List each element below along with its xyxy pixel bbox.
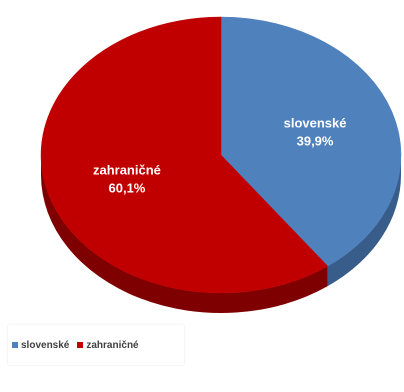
pie-tops [40,16,402,294]
pie-labels: slovenské 39,9% zahraničné 60,1% [93,115,347,195]
legend: slovenské zahraničné [8,325,184,365]
pie-chart: slovenské 39,9% zahraničné 60,1% [40,16,402,313]
slice-value-label-zahranicne: 60,1% [109,181,146,196]
legend-label-zahranicne: zahraničné [86,339,139,351]
slice-name-label-zahranicne: zahraničné [93,163,161,178]
pie-slice-slovenske [220,16,402,267]
legend-label-slovenske: slovenské [21,339,70,351]
pie-sides [41,155,401,313]
slice-value-label-slovenske: 39,9% [297,133,334,148]
legend-swatch-slovenske [12,342,18,348]
legend-item-slovenske: slovenské [12,340,69,351]
pie-side-zahranicne [41,155,328,313]
pie-slice-zahranicne [40,16,329,294]
pie-side-slovenske [327,155,401,287]
legend-swatch-zahranicne [77,342,84,348]
slice-name-label-slovenske: slovenské [284,115,347,130]
legend-item-zahranicne: zahraničné [77,339,139,351]
